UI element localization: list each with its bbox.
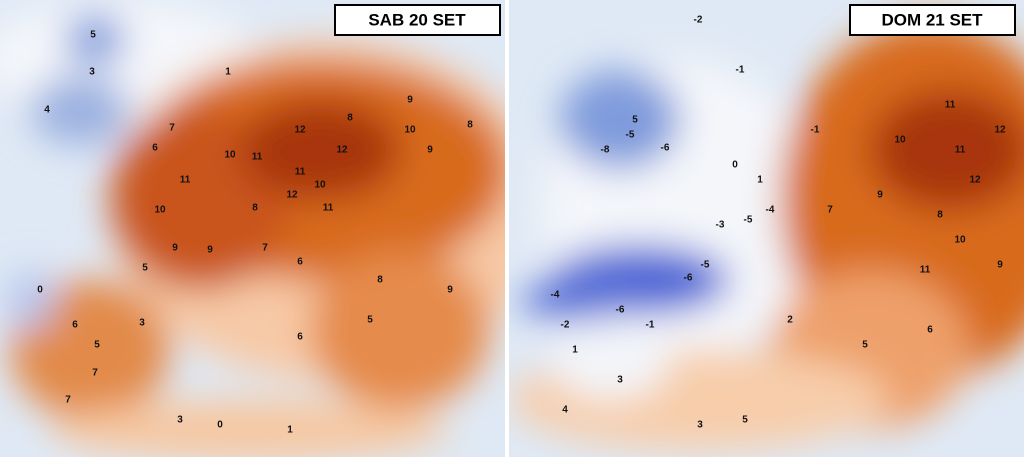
anomaly-label: 0 <box>732 160 738 171</box>
panel-title: SAB 20 SET <box>368 10 466 29</box>
anomaly-label: -3 <box>716 220 725 231</box>
anomaly-label: 11 <box>920 265 931 276</box>
anomaly-label: 9 <box>427 145 433 156</box>
anomaly-label: 3 <box>89 67 95 78</box>
anomaly-label: 11 <box>323 203 334 214</box>
anomaly-label: 7 <box>65 395 71 406</box>
anomaly-label: -6 <box>684 273 693 284</box>
anomaly-label: 12 <box>336 145 348 156</box>
anomaly-label: 12 <box>286 190 298 201</box>
anomaly-label: 9 <box>447 285 453 296</box>
anomaly-label: 4 <box>562 405 568 416</box>
anomaly-label: 8 <box>467 120 473 131</box>
anomaly-label: -2 <box>561 320 570 331</box>
anomaly-label: -1 <box>736 65 745 76</box>
anomaly-label: 5 <box>742 415 748 426</box>
anomaly-label: 12 <box>969 175 981 186</box>
anomaly-label: 9 <box>877 190 883 201</box>
anomaly-label: 5 <box>367 315 373 326</box>
anomaly-label: 9 <box>997 260 1003 271</box>
anomaly-label: -4 <box>766 205 775 216</box>
anomaly-label: 8 <box>347 113 353 124</box>
anomaly-label: 6 <box>152 143 158 154</box>
anomaly-label: 11 <box>955 145 966 156</box>
anomaly-label: 11 <box>945 100 956 111</box>
anomaly-label: 11 <box>295 167 306 178</box>
anomaly-label: 0 <box>37 285 43 296</box>
title-box <box>849 4 1016 36</box>
anomaly-label: 7 <box>92 368 98 379</box>
anomaly-label: 9 <box>207 245 213 256</box>
anomaly-label: 7 <box>262 243 268 254</box>
anomaly-label: -8 <box>601 145 610 156</box>
anomaly-label: -5 <box>701 260 710 271</box>
anomaly-label: 10 <box>954 235 966 246</box>
anomaly-label: 8 <box>377 275 383 286</box>
anomaly-label: -4 <box>551 290 560 301</box>
anomaly-label: 6 <box>72 320 78 331</box>
anomaly-label: 3 <box>139 318 145 329</box>
anomaly-label: -5 <box>744 215 753 226</box>
right-map <box>509 0 1024 457</box>
anomaly-label: -1 <box>646 320 655 331</box>
anomaly-label: 10 <box>314 180 326 191</box>
anomaly-label: 5 <box>90 30 96 41</box>
anomaly-label: 10 <box>224 150 236 161</box>
anomaly-label: 9 <box>407 95 413 106</box>
panel-title: DOM 21 SET <box>881 10 983 29</box>
anomaly-label: 4 <box>44 105 50 116</box>
anomaly-label: -6 <box>661 143 670 154</box>
anomaly-label: 6 <box>297 332 303 343</box>
anomaly-label: 5 <box>632 115 638 126</box>
anomaly-label: 0 <box>217 420 223 431</box>
anomaly-label: -2 <box>694 15 703 26</box>
anomaly-label: 10 <box>154 205 166 216</box>
anomaly-label: 11 <box>180 175 191 186</box>
left-map <box>0 0 505 457</box>
anomaly-label: 1 <box>757 175 763 186</box>
anomaly-label: 10 <box>404 125 416 136</box>
anomaly-label: 8 <box>937 210 943 221</box>
anomaly-label: 1 <box>287 425 293 436</box>
anomaly-label: 5 <box>142 263 148 274</box>
anomaly-label: 12 <box>994 125 1006 136</box>
anomaly-label: 3 <box>697 420 703 431</box>
anomaly-label: 10 <box>894 135 906 146</box>
anomaly-label: 7 <box>827 205 833 216</box>
anomaly-label: -1 <box>811 125 820 136</box>
anomaly-label: 3 <box>177 415 183 426</box>
anomaly-label: 3 <box>617 375 623 386</box>
anomaly-label: 1 <box>225 67 231 78</box>
anomaly-label: 5 <box>94 340 100 351</box>
anomaly-label: 12 <box>294 125 306 136</box>
anomaly-label: 6 <box>927 325 933 336</box>
anomaly-label: 8 <box>252 203 258 214</box>
title-box <box>334 4 501 36</box>
anomaly-label: 6 <box>297 257 303 268</box>
anomaly-label: 11 <box>252 152 263 163</box>
anomaly-label: 9 <box>172 243 178 254</box>
anomaly-label: 2 <box>787 315 793 326</box>
anomaly-label: 1 <box>572 345 578 356</box>
anomaly-label: 5 <box>862 340 868 351</box>
anomaly-label: -6 <box>616 305 625 316</box>
anomaly-label: -5 <box>626 130 635 141</box>
anomaly-label: 7 <box>169 123 175 134</box>
